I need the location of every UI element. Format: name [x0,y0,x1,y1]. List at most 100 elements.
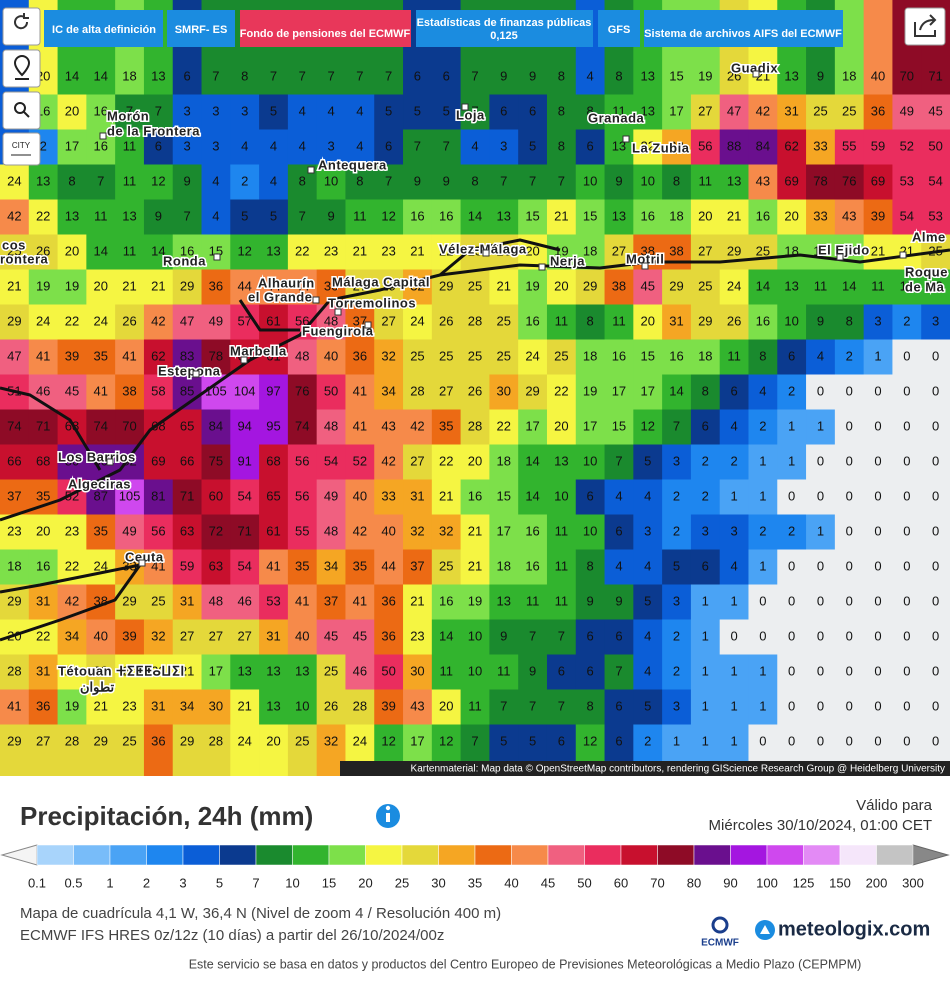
grid-value: 61 [266,348,280,363]
grid-cell [287,444,318,480]
grid-cell [143,619,174,655]
button[interactable] [167,10,235,47]
city-button[interactable] [2,132,41,166]
grid-cell [518,269,548,305]
button[interactable] [598,10,640,47]
grid-value: 4 [270,173,277,188]
grid-value: 42 [353,523,367,538]
attribution-bg [340,761,950,776]
grid-cell [143,164,174,200]
grid-value: 0 [817,558,824,573]
grid-value: 16 [410,208,424,223]
button[interactable] [44,10,163,47]
grid-cell [662,374,692,410]
grid-value: 21 [497,278,511,293]
grid-value: 27 [612,243,626,258]
grid-cell [748,269,778,305]
grid-cell [259,549,289,585]
grid-value: 5 [241,208,248,223]
grid-value: 4 [299,138,306,153]
grid-cell [489,94,519,130]
grid-value: 13 [36,173,50,188]
grid-cell [777,234,807,270]
grid-value: 0 [874,523,881,538]
grid-value: 37 [7,488,21,503]
grid-value: 50 [928,138,942,153]
grid-cell [345,339,375,375]
grid-value: 23 [122,698,136,713]
button[interactable] [644,10,843,47]
grid-cell [86,654,116,690]
grid-value: 8 [471,173,478,188]
grid-value: 39 [381,698,395,713]
button[interactable] [240,10,411,47]
grid-value: 4 [644,628,651,643]
grid-cell [777,654,807,690]
grid-value: 3 [212,103,219,118]
grid-cell [777,374,807,410]
grid-value: 5 [644,453,651,468]
grid-cell [316,689,346,725]
grid-value: 0 [903,418,910,433]
grid-cell [86,374,116,410]
grid-cell [719,409,749,445]
grid-cell [28,654,59,690]
share-button[interactable] [904,7,946,46]
grid-value: 42 [151,313,165,328]
grid-cell [546,339,577,375]
grid-value: 49 [209,313,223,328]
grid-value: 35 [353,558,367,573]
grid-value: 21 [237,698,251,713]
grid-cell [460,409,490,445]
grid-cell [143,339,174,375]
grid-value: 8 [68,173,75,188]
grid-value: 12 [640,418,654,433]
grid-value: 25 [468,348,482,363]
grid-value: 0 [903,488,910,503]
button[interactable] [416,10,593,47]
grid-cell [518,164,548,200]
info-icon [385,805,391,811]
grid-cell [489,409,519,445]
grid-value: 0 [788,488,795,503]
grid-cell [115,234,145,270]
panel-title: Precipitación, 24h (mm) [20,801,313,831]
road [0,563,141,594]
grid-cell [316,409,346,445]
grid-value: 36 [871,103,885,118]
grid-value: 8 [587,313,594,328]
grid-value: 5 [414,103,421,118]
grid-value: 8 [846,313,853,328]
legend-label: 70 [650,875,664,890]
grid-value: 0 [817,453,824,468]
grid-cell [575,654,606,690]
grid-value: 8 [587,698,594,713]
grid-cell [806,129,836,165]
grid-cell [86,619,116,655]
grid-cell [662,444,692,480]
grid-value: 29 [180,733,194,748]
zoom-button[interactable] [2,91,41,130]
grid-value: 2 [759,523,766,538]
grid-value: 28 [209,733,223,748]
grid-cell [863,549,893,585]
grid-value: 13 [497,593,511,608]
grid-cell [374,409,404,445]
grid-value: 27 [381,313,395,328]
locate-button[interactable] [2,49,41,88]
grid-cell [230,444,260,480]
grid-value: 6 [500,103,507,118]
grid-value: 7 [299,68,306,83]
grid-value: 4 [615,558,622,573]
grid-cell [115,479,145,515]
grid-cell [518,199,548,235]
grid-value: 27 [698,243,712,258]
grid-value: 13 [266,698,280,713]
grid-cell [259,94,289,130]
grid-value: 78 [813,173,827,188]
refresh-button[interactable] [2,7,41,46]
grid-value: 50 [381,663,395,678]
grid-cell [460,689,490,725]
grid-value: 1 [730,593,737,608]
grid-value: 41 [151,558,165,573]
